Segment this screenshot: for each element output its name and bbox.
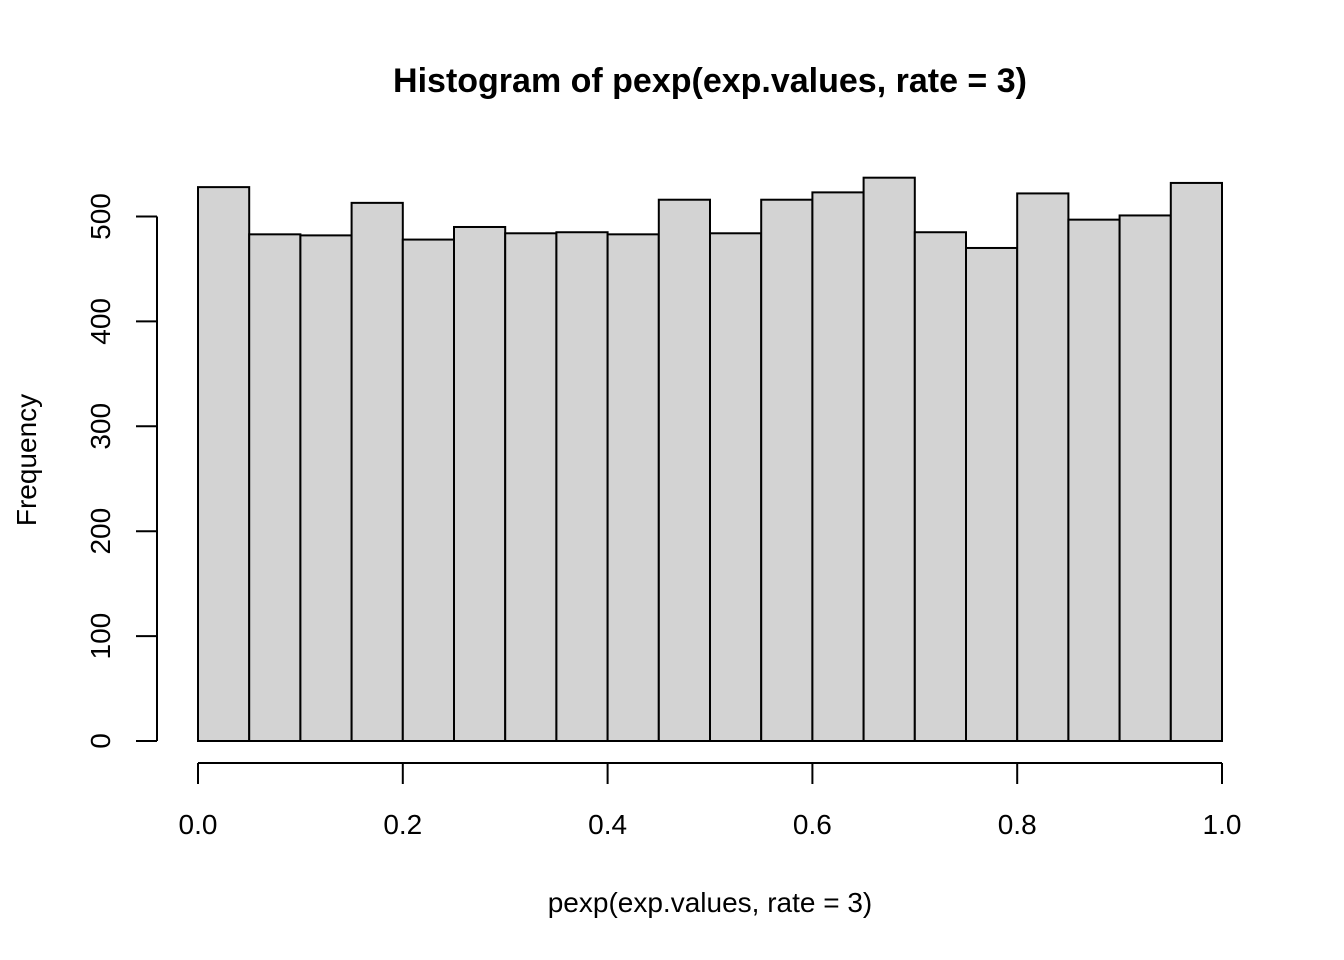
bars-group <box>197 176 1224 743</box>
y-tick-label: 200 <box>85 508 116 555</box>
x-axis: 0.0 0.2 0.4 0.6 0.8 1.0 <box>179 762 1242 840</box>
histogram-bar <box>555 231 609 743</box>
histogram-bar <box>299 234 353 743</box>
histogram-bar <box>350 201 404 743</box>
y-axis-label: Frequency <box>11 394 42 526</box>
histogram-bar <box>760 198 814 742</box>
y-axis: 0 100 200 300 400 500 <box>85 193 158 749</box>
histogram-bar <box>504 232 558 742</box>
y-tick-label: 0 <box>85 733 116 749</box>
y-tick-label: 500 <box>85 193 116 240</box>
x-tick-label: 0.6 <box>793 809 832 840</box>
histogram-bar <box>1169 181 1224 742</box>
y-tick-label: 400 <box>85 298 116 345</box>
x-tick-label: 0.2 <box>383 809 422 840</box>
histogram-bar <box>862 176 916 742</box>
x-tick-label: 0.4 <box>588 809 627 840</box>
histogram-bar <box>657 198 711 742</box>
chart-title: Histogram of pexp(exp.values, rate = 3) <box>393 62 1027 100</box>
histogram-bar <box>709 232 763 742</box>
histogram-bar <box>606 233 660 742</box>
histogram-bar <box>1067 218 1121 743</box>
x-axis-label: pexp(exp.values, rate = 3) <box>548 887 873 918</box>
histogram-bar <box>811 191 865 743</box>
x-tick-label: 1.0 <box>1203 809 1242 840</box>
histogram-bar <box>401 238 455 742</box>
histogram-bar <box>1016 192 1070 742</box>
histogram-bar <box>1118 214 1172 743</box>
y-tick-label: 300 <box>85 403 116 450</box>
histogram-bar <box>248 233 302 742</box>
x-tick-label: 0.0 <box>179 809 218 840</box>
histogram-bar <box>965 246 1019 742</box>
histogram-bar <box>197 186 251 743</box>
histogram-bar <box>453 225 507 743</box>
y-tick-label: 100 <box>85 613 116 660</box>
histogram-bar <box>913 231 967 743</box>
x-tick-label: 0.8 <box>998 809 1037 840</box>
